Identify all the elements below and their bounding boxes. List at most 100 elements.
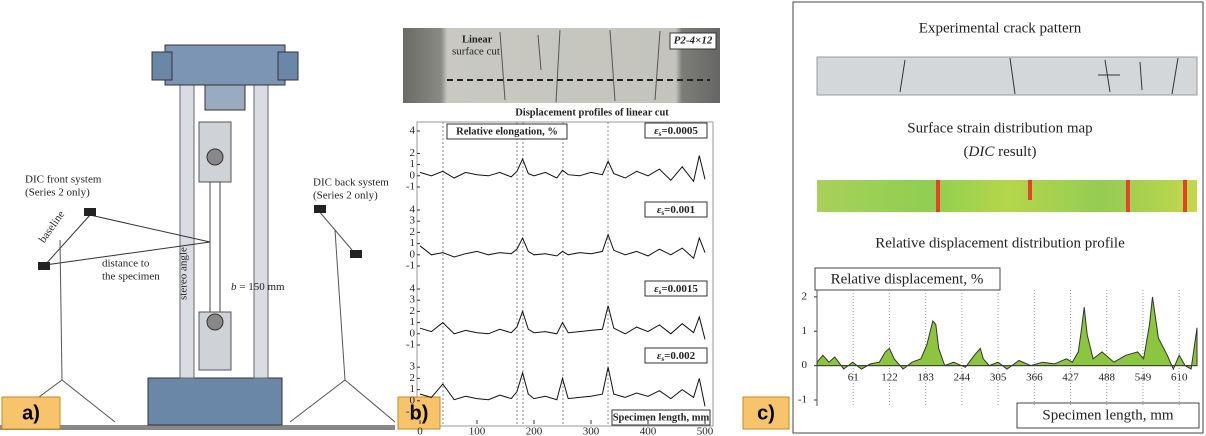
guide-line bbox=[442, 122, 609, 426]
x-tick-label: 500 bbox=[697, 426, 714, 436]
subtitle: (DIC result) bbox=[964, 144, 1037, 160]
label-box bbox=[644, 347, 708, 364]
strain-hotspot bbox=[936, 180, 1187, 212]
text: (Series 2 only) bbox=[313, 190, 378, 202]
label-box bbox=[397, 396, 441, 430]
text: b = 150 mm bbox=[231, 281, 285, 293]
y-tick-label: 3 bbox=[410, 215, 416, 227]
specimen bbox=[209, 181, 221, 313]
ray bbox=[89, 214, 211, 243]
text: baseline bbox=[37, 209, 68, 246]
photo bbox=[403, 28, 720, 103]
text: (Series 2 only) bbox=[25, 187, 90, 199]
text: DIC front system bbox=[25, 174, 102, 186]
crosshead bbox=[164, 44, 286, 86]
strain-label: εs=0.002 bbox=[657, 350, 696, 363]
text: DIC bbox=[968, 144, 996, 160]
text: ε bbox=[654, 125, 659, 137]
x-label: Specimen length, mm bbox=[613, 412, 710, 423]
y-tick-label: 1 bbox=[410, 383, 416, 395]
strain-map bbox=[817, 180, 1197, 212]
crack bbox=[499, 29, 661, 103]
panel-b: Linear surface cut P2-4×12 Displacement … bbox=[397, 28, 720, 430]
y-tick-label: 2 bbox=[802, 290, 808, 302]
text: s bbox=[659, 130, 662, 138]
text: Linear bbox=[462, 34, 493, 45]
y-tick-label: 1 bbox=[410, 316, 416, 328]
text: ε bbox=[657, 204, 662, 216]
crosshead-end bbox=[151, 51, 173, 81]
base bbox=[147, 377, 283, 426]
y-tick-label: 2 bbox=[410, 305, 416, 317]
line bbox=[419, 367, 706, 407]
label-box bbox=[446, 123, 568, 140]
text: = 150 mm bbox=[237, 281, 286, 293]
panel-a: DIC front system (Series 2 only) DIC bac… bbox=[0, 44, 396, 430]
ground bbox=[0, 425, 395, 430]
label-box bbox=[1, 396, 61, 430]
y-tick-label: 2 bbox=[410, 226, 416, 238]
y-tick-label: 0 bbox=[410, 169, 416, 181]
text: s bbox=[661, 355, 664, 363]
hinge bbox=[206, 148, 224, 166]
camera bbox=[38, 262, 50, 270]
panel-label: c) bbox=[757, 402, 775, 424]
text: =0.0005 bbox=[661, 125, 698, 137]
strain-label: εs=0.0005 bbox=[654, 125, 698, 138]
y-tick-label: 0 bbox=[802, 359, 808, 371]
x-label: Specimen length, mm bbox=[1042, 407, 1174, 423]
crosshead-end bbox=[277, 51, 299, 81]
y-tick-label: 4 bbox=[410, 283, 416, 295]
frame bbox=[416, 121, 714, 427]
label-box bbox=[814, 267, 1001, 291]
line bbox=[419, 233, 706, 260]
hinge bbox=[206, 313, 224, 331]
x-tick-label: 100 bbox=[469, 426, 486, 436]
text: =0.001 bbox=[664, 204, 695, 216]
text: the specimen bbox=[102, 271, 160, 283]
line bbox=[419, 155, 706, 183]
x-tick-label: 400 bbox=[640, 426, 657, 436]
crack-photo bbox=[816, 56, 1198, 96]
ray bbox=[44, 241, 211, 266]
strain-label: εs=0.0015 bbox=[654, 283, 698, 296]
label-box bbox=[644, 280, 708, 297]
actuator bbox=[204, 84, 246, 111]
tripod bbox=[289, 209, 396, 423]
y-tick-label: 0 bbox=[410, 394, 416, 406]
panel-c: Experimental crack pattern Surface strai… bbox=[742, 1, 1204, 434]
camera bbox=[84, 208, 96, 216]
column bbox=[253, 59, 269, 379]
label-box bbox=[644, 201, 708, 218]
title: Displacement profiles of linear cut bbox=[515, 107, 669, 118]
y-tick-label: 3 bbox=[410, 294, 416, 306]
y-label: Relative elongation, % bbox=[456, 126, 558, 137]
text: s bbox=[661, 209, 664, 217]
text: =0.0015 bbox=[661, 283, 698, 295]
area bbox=[816, 296, 1198, 371]
strain-label: εs=0.001 bbox=[657, 204, 695, 217]
text: s bbox=[659, 288, 662, 296]
text: P2-4×12 bbox=[674, 35, 713, 47]
y-tick-label: 0 bbox=[410, 327, 416, 339]
y-tick-label: 1 bbox=[802, 325, 808, 337]
y-tick-label: -1 bbox=[406, 260, 415, 272]
text: ε bbox=[654, 283, 659, 295]
tripod bbox=[4, 239, 116, 423]
y-tick-label: 2 bbox=[410, 372, 416, 384]
y-tick-label: -1 bbox=[798, 394, 807, 406]
frame bbox=[792, 1, 1204, 434]
panel-label: a) bbox=[22, 402, 40, 424]
title: Surface strain distribution map bbox=[907, 120, 1092, 136]
text: stereo angle bbox=[178, 247, 190, 300]
camera bbox=[314, 205, 326, 213]
y-tick-label: 2 bbox=[410, 147, 416, 159]
y-tick-label: 4 bbox=[410, 204, 416, 216]
y-tick-label: 0 bbox=[410, 248, 416, 260]
text: =0.002 bbox=[664, 350, 696, 362]
label-box bbox=[1016, 402, 1200, 429]
column bbox=[179, 59, 195, 379]
x-tick-label: 300 bbox=[583, 426, 600, 436]
